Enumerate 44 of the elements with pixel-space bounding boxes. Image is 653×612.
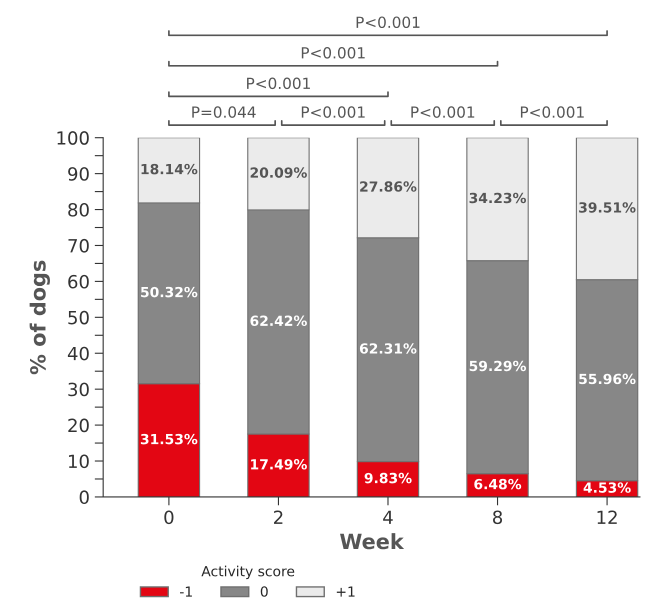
y-tick-label: 20 [68,418,89,432]
data-label: 6.48% [474,478,522,490]
x-tick-label: 2 [274,510,282,524]
y-axis-title: % of dogs [30,260,50,374]
text: P<0.001 [356,16,420,28]
data-label: 50.32% [141,286,198,298]
y-tick-label: 40 [68,346,89,360]
data-label: 39.51% [579,202,636,213]
x-axis-title: Week [340,533,404,550]
data-label: 20.09% [250,167,307,178]
data-label: 62.42% [250,316,307,326]
data-label: 59.29% [470,360,526,372]
x-tick-label: 8 [493,510,502,524]
legend-label: +1 [336,586,355,597]
y-tick-label: 90 [68,167,89,181]
y-tick-label: 70 [68,238,89,253]
data-label: 62.31% [360,343,416,354]
text: P<0.001 [302,47,365,59]
text: P=0.044 [192,106,256,118]
data-label: 55.96% [579,374,636,384]
data-label: 17.49% [251,459,307,470]
text: P<0.001 [520,106,584,118]
x-tick-label: 12 [598,510,617,524]
y-tick-label: 50 [68,310,89,324]
y-tick-label: 100 [58,131,89,145]
legend-label: -1 [180,586,192,597]
data-label: 27.86% [360,181,416,192]
x-tick-label: 4 [383,510,393,524]
y-tick-label: 30 [68,382,89,396]
x-tick-label: 0 [164,510,174,524]
text: P<0.001 [411,106,474,118]
y-tick-label: 10 [68,454,89,468]
y-tick-label: 80 [68,203,89,217]
y-tick-label: 60 [68,274,89,289]
text: P<0.001 [247,78,310,90]
y-tick-label: 0 [80,490,89,504]
text: P<0.001 [302,106,365,118]
data-label: 9.83% [364,472,412,484]
data-label: 18.14% [142,164,198,174]
data-label: 34.23% [470,192,526,204]
data-label: 31.53% [140,434,198,444]
legend-title: Activity score [201,566,294,580]
data-label: 4.53% [584,482,631,493]
legend-label: 0 [260,586,268,597]
